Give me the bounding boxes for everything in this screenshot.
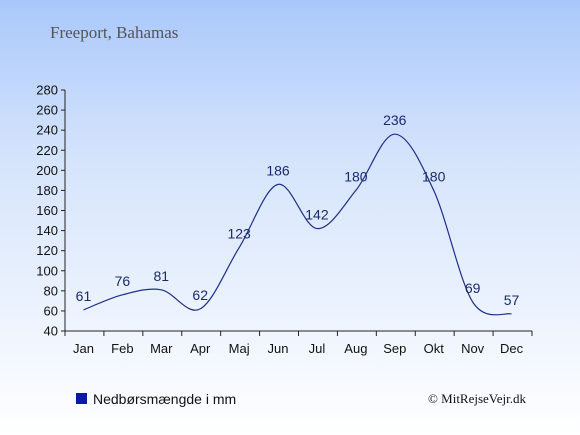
legend-label: Nedbørsmængde i mm bbox=[93, 391, 236, 407]
data-label: 236 bbox=[383, 112, 407, 128]
x-tick-label: Mar bbox=[150, 341, 173, 356]
x-tick-label: Nov bbox=[461, 341, 485, 356]
y-tick-label: 160 bbox=[36, 203, 58, 218]
y-tick-label: 220 bbox=[36, 143, 58, 158]
data-labels: 61 76 81 62 123 186 142 180 236 180 69 57 bbox=[76, 112, 520, 308]
y-tick-label: 100 bbox=[36, 263, 58, 278]
y-tick-label: 280 bbox=[36, 83, 58, 98]
x-tick-label: Jul bbox=[309, 341, 326, 356]
data-label: 81 bbox=[154, 268, 170, 284]
y-tick-label: 140 bbox=[36, 223, 58, 238]
data-label: 123 bbox=[227, 226, 251, 242]
data-label: 62 bbox=[192, 287, 208, 303]
credit-text: © MitRejseVejr.dk bbox=[428, 391, 526, 406]
x-tick-label: Aug bbox=[344, 341, 367, 356]
data-label: 180 bbox=[422, 168, 446, 184]
y-tick-label: 120 bbox=[36, 243, 58, 258]
y-tick-label: 180 bbox=[36, 183, 58, 198]
series-line bbox=[83, 133, 512, 316]
data-label: 76 bbox=[115, 273, 131, 289]
x-tick-label: Jan bbox=[73, 341, 94, 356]
data-label: 142 bbox=[305, 207, 329, 223]
x-tick-label: Okt bbox=[424, 341, 445, 356]
x-tick-label: Apr bbox=[190, 341, 211, 356]
chart-axes: 40 60 80 100 120 140 160 180 200 220 240 260 280 Jan F… bbox=[36, 83, 533, 356]
x-tick-label: Dec bbox=[500, 341, 524, 356]
y-tick-label: 240 bbox=[36, 123, 58, 138]
x-tick-label: Maj bbox=[229, 341, 250, 356]
data-label: 180 bbox=[344, 168, 368, 184]
x-tick-label: Sep bbox=[383, 341, 406, 356]
data-label: 186 bbox=[266, 162, 290, 178]
y-tick-label: 60 bbox=[44, 303, 58, 318]
x-tick-label: Feb bbox=[111, 341, 133, 356]
data-label: 61 bbox=[76, 288, 92, 304]
data-label: 69 bbox=[465, 280, 481, 296]
chart-title: Freeport, Bahamas bbox=[50, 23, 178, 42]
y-tick-label: 40 bbox=[44, 324, 58, 339]
legend-swatch bbox=[76, 393, 87, 404]
y-tick-label: 200 bbox=[36, 163, 58, 178]
data-label: 57 bbox=[504, 292, 520, 308]
chart-plot bbox=[83, 133, 512, 316]
x-tick-label: Jun bbox=[268, 341, 289, 356]
y-tick-label: 80 bbox=[44, 283, 58, 298]
y-tick-label: 260 bbox=[36, 103, 58, 118]
